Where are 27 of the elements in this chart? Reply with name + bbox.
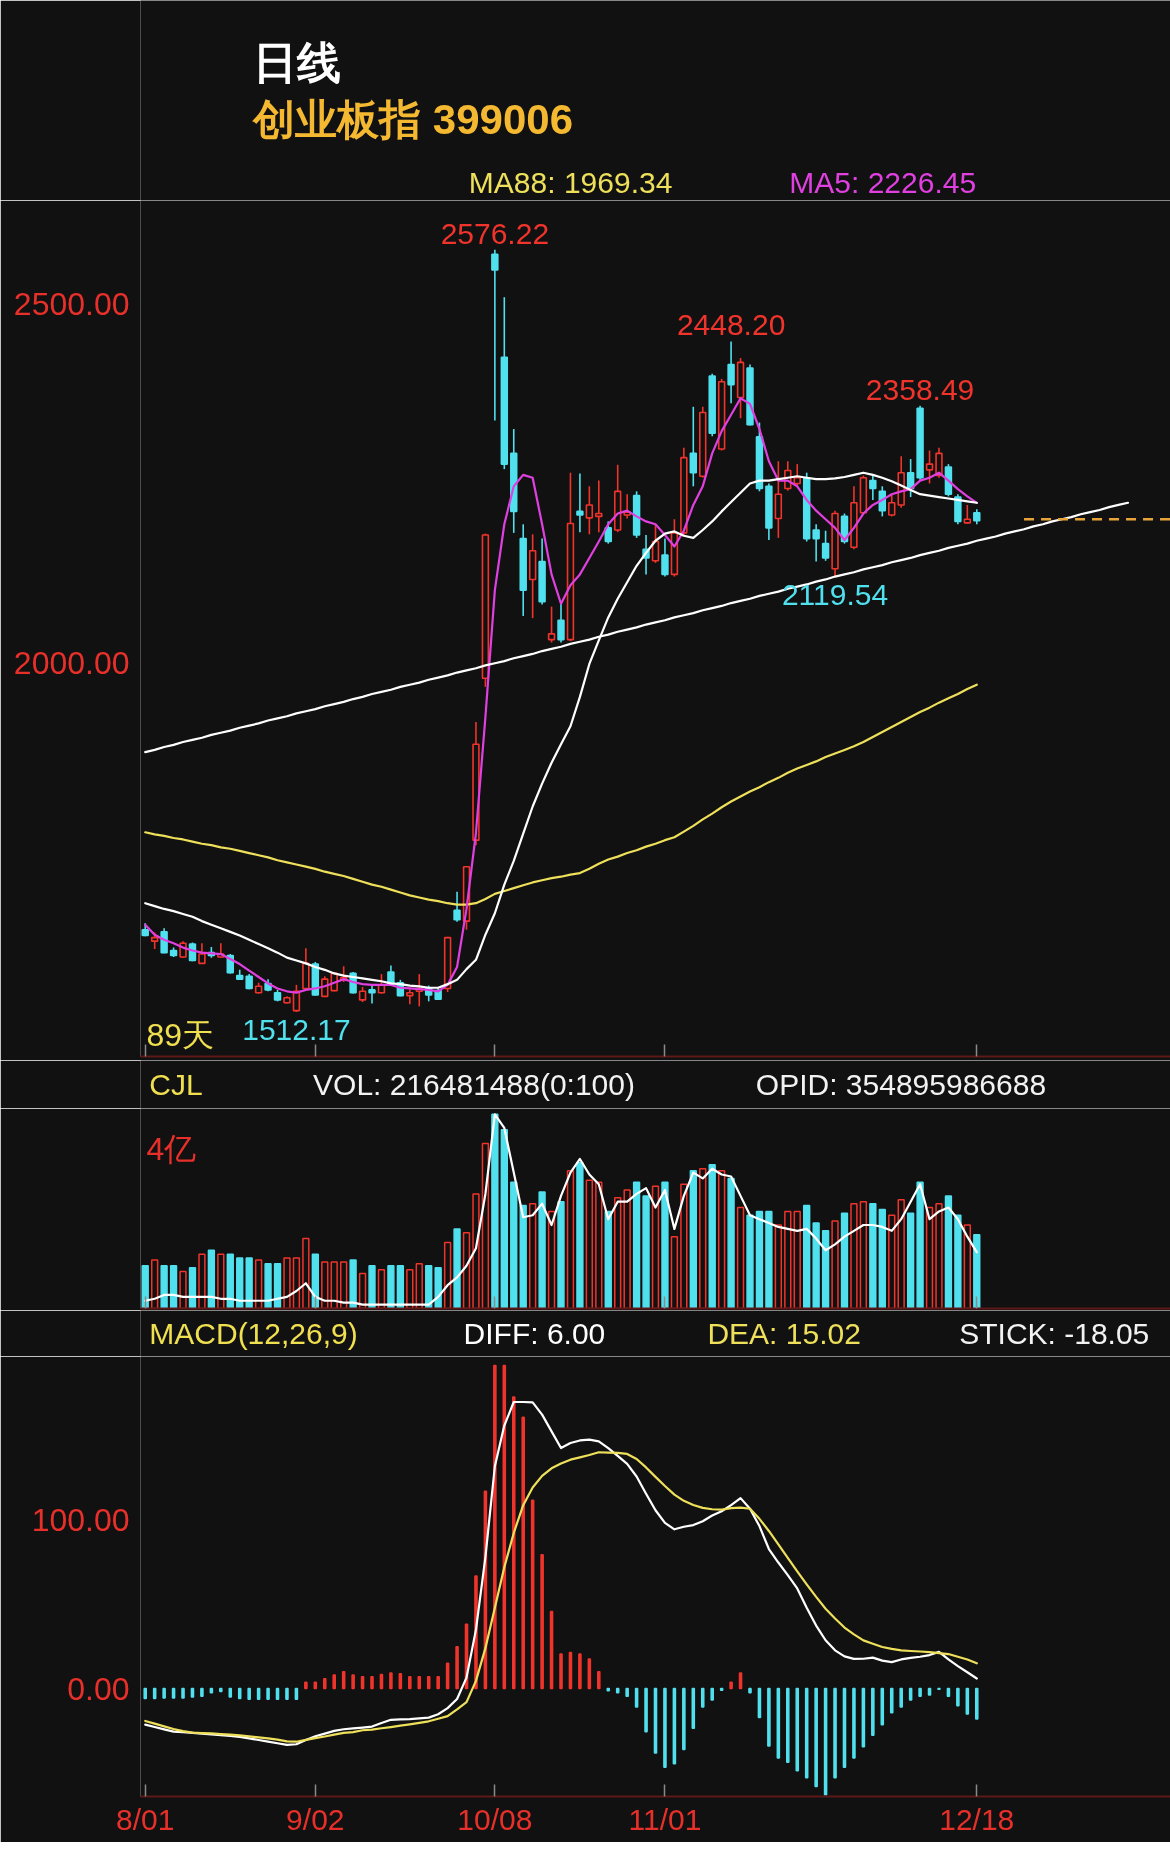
text: VOL: 216481488(0:100) (313, 1068, 635, 1101)
annotation: 2119.54 (781, 577, 889, 611)
x-tick-label: 8/01 (116, 1802, 175, 1836)
text: STICK: -18.05 (959, 1317, 1150, 1350)
text: DEA: 15.02 (707, 1317, 861, 1350)
annotation: 4亿 (146, 1130, 197, 1167)
annotation: 89天 (146, 1016, 215, 1053)
annotation: 2448.20 (676, 308, 786, 342)
chart-title: CJL (149, 1068, 203, 1101)
y-tick-label: 100.00 (31, 1502, 130, 1539)
chart-title: MACD(12,26,9) (149, 1317, 358, 1350)
text: MA88: 1969.34 (468, 166, 673, 199)
chart-subtitle: 创业板指 399006 (251, 96, 574, 143)
y-tick-label: 2000.00 (13, 644, 130, 681)
text: OPID: 354895986688 (755, 1068, 1047, 1101)
x-tick-label: 10/08 (457, 1802, 533, 1836)
annotation: 2576.22 (440, 216, 550, 250)
x-tick-label: 12/18 (939, 1802, 1015, 1836)
text: MA5: 2226.45 (789, 166, 977, 199)
text: DIFF: 6.00 (463, 1317, 606, 1350)
chart-title: 日线 (253, 38, 342, 87)
annotation: 2358.49 (865, 372, 975, 406)
y-tick-label: 2500.00 (13, 286, 130, 323)
annotation: 1512.17 (242, 1012, 351, 1046)
y-tick-label: 0.00 (67, 1670, 130, 1707)
x-tick-label: 9/02 (286, 1802, 345, 1836)
x-tick-label: 11/01 (628, 1802, 702, 1836)
